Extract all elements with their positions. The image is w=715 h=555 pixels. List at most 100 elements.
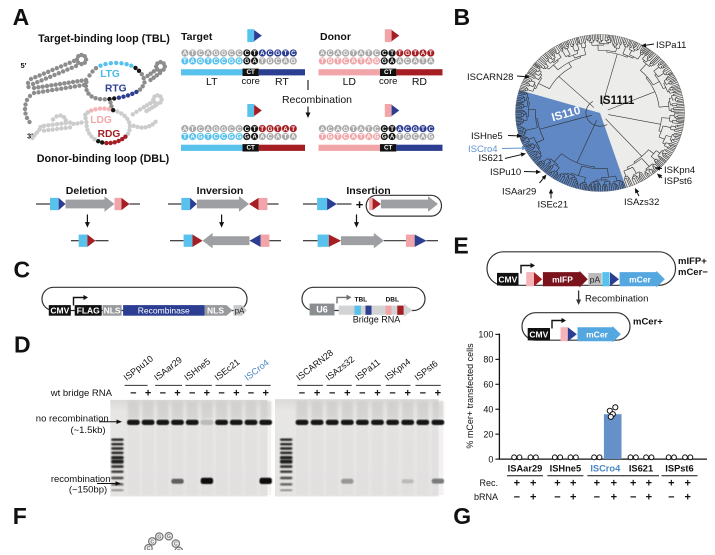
svg-text:C: C <box>245 50 250 57</box>
svg-text:ISHne5: ISHne5 <box>182 356 212 382</box>
svg-text:Target-binding loop (TBL): Target-binding loop (TBL) <box>38 33 170 45</box>
svg-text:ISCARN28: ISCARN28 <box>467 72 513 83</box>
svg-text:+: + <box>356 197 364 212</box>
svg-text:+: + <box>314 388 320 400</box>
svg-text:IS621: IS621 <box>479 153 504 164</box>
svg-text:Donor-binding loop (DBL): Donor-binding loop (DBL) <box>37 153 170 165</box>
svg-text:T: T <box>191 50 195 57</box>
svg-text:G: G <box>275 50 280 57</box>
svg-text:G: G <box>221 126 226 133</box>
svg-text:CT: CT <box>384 145 393 152</box>
svg-text:G: G <box>244 58 249 65</box>
svg-text:+: + <box>668 478 674 490</box>
svg-text:NLS: NLS <box>207 306 224 316</box>
svg-text:20: 20 <box>483 429 493 439</box>
svg-text:Inversion: Inversion <box>197 185 244 197</box>
svg-text:core: core <box>241 76 259 87</box>
svg-text:LT: LT <box>206 76 218 88</box>
svg-text:Recombination: Recombination <box>282 94 352 106</box>
svg-text:ISAar29: ISAar29 <box>508 464 543 474</box>
svg-text:mIFP: mIFP <box>552 274 573 284</box>
svg-text:+: + <box>630 478 636 490</box>
svg-text:CMV: CMV <box>529 330 548 340</box>
svg-text:ISEc21: ISEc21 <box>213 357 242 383</box>
svg-text:mIFP+: mIFP+ <box>678 256 707 267</box>
svg-text:ISKpn4: ISKpn4 <box>664 165 695 176</box>
svg-text:U6: U6 <box>316 305 328 315</box>
svg-text:C: C <box>214 134 219 141</box>
svg-text:Donor: Donor <box>320 31 351 43</box>
svg-text:+: + <box>404 388 410 400</box>
svg-text:CT: CT <box>384 69 393 76</box>
svg-text:−: − <box>299 388 305 400</box>
svg-text:A: A <box>351 134 356 141</box>
svg-text:ISKpn4: ISKpn4 <box>383 357 412 383</box>
svg-text:G: G <box>428 134 433 141</box>
svg-text:pA: pA <box>235 307 245 316</box>
svg-text:NLS: NLS <box>104 306 121 316</box>
svg-text:C: C <box>343 58 348 65</box>
svg-text:A: A <box>283 58 288 65</box>
svg-text:pA: pA <box>590 274 601 284</box>
svg-text:5′: 5′ <box>21 61 27 70</box>
svg-text:−: − <box>554 492 560 504</box>
svg-text:A: A <box>398 58 403 65</box>
svg-text:T: T <box>336 58 340 65</box>
svg-text:G: G <box>167 534 171 540</box>
svg-text:T: T <box>183 58 187 65</box>
svg-text:C: C <box>429 126 434 133</box>
svg-text:C: C <box>276 58 281 65</box>
svg-text:T: T <box>206 134 210 141</box>
svg-text:A: A <box>421 134 426 141</box>
svg-text:−: − <box>630 492 636 504</box>
svg-text:40: 40 <box>483 404 493 414</box>
svg-text:C: C <box>374 126 379 133</box>
svg-text:Deletion: Deletion <box>66 185 107 197</box>
svg-text:+: + <box>344 388 350 400</box>
svg-text:(~1.5kb): (~1.5kb) <box>70 425 105 436</box>
svg-text:T: T <box>352 50 356 57</box>
svg-text:−: − <box>130 388 136 400</box>
svg-text:LTG: LTG <box>100 69 120 80</box>
svg-text:FLAG: FLAG <box>77 306 101 316</box>
svg-text:C: C <box>245 126 250 133</box>
svg-text:G: G <box>328 58 333 65</box>
svg-text:LDG: LDG <box>90 115 112 126</box>
svg-text:A: A <box>421 50 426 57</box>
svg-text:+: + <box>514 478 520 490</box>
svg-text:A: A <box>190 134 195 141</box>
svg-text:C: C <box>328 50 333 57</box>
svg-text:G: G <box>453 503 471 529</box>
svg-text:A: A <box>276 134 281 141</box>
svg-text:60: 60 <box>483 380 493 390</box>
svg-text:ISPu10: ISPu10 <box>490 167 521 178</box>
svg-text:−: − <box>359 388 365 400</box>
svg-text:G: G <box>157 535 161 541</box>
svg-text:C: C <box>150 539 154 545</box>
svg-text:C: C <box>291 50 296 57</box>
svg-text:−: − <box>218 388 224 400</box>
svg-text:A: A <box>291 134 296 141</box>
svg-text:−: − <box>329 388 335 400</box>
svg-text:T: T <box>321 134 325 141</box>
svg-text:T: T <box>291 126 295 133</box>
svg-text:−: − <box>389 388 395 400</box>
svg-text:C: C <box>382 50 387 57</box>
svg-text:+: + <box>554 478 560 490</box>
svg-text:Bridge RNA: Bridge RNA <box>353 315 401 325</box>
svg-text:C: C <box>221 134 226 141</box>
svg-text:C: C <box>343 134 348 141</box>
svg-text:C: C <box>237 126 242 133</box>
svg-text:+: + <box>684 492 690 504</box>
svg-text:+: + <box>611 492 617 504</box>
svg-text:A: A <box>320 50 325 57</box>
svg-text:CMV: CMV <box>498 275 517 285</box>
svg-text:T: T <box>421 58 425 65</box>
svg-text:ISPa11: ISPa11 <box>353 357 382 383</box>
svg-text:ISAzs32: ISAzs32 <box>624 197 659 208</box>
svg-text:A: A <box>206 50 211 57</box>
svg-text:T: T <box>413 50 417 57</box>
svg-text:T: T <box>352 126 356 133</box>
svg-text:A: A <box>351 58 356 65</box>
svg-text:T: T <box>284 50 288 57</box>
